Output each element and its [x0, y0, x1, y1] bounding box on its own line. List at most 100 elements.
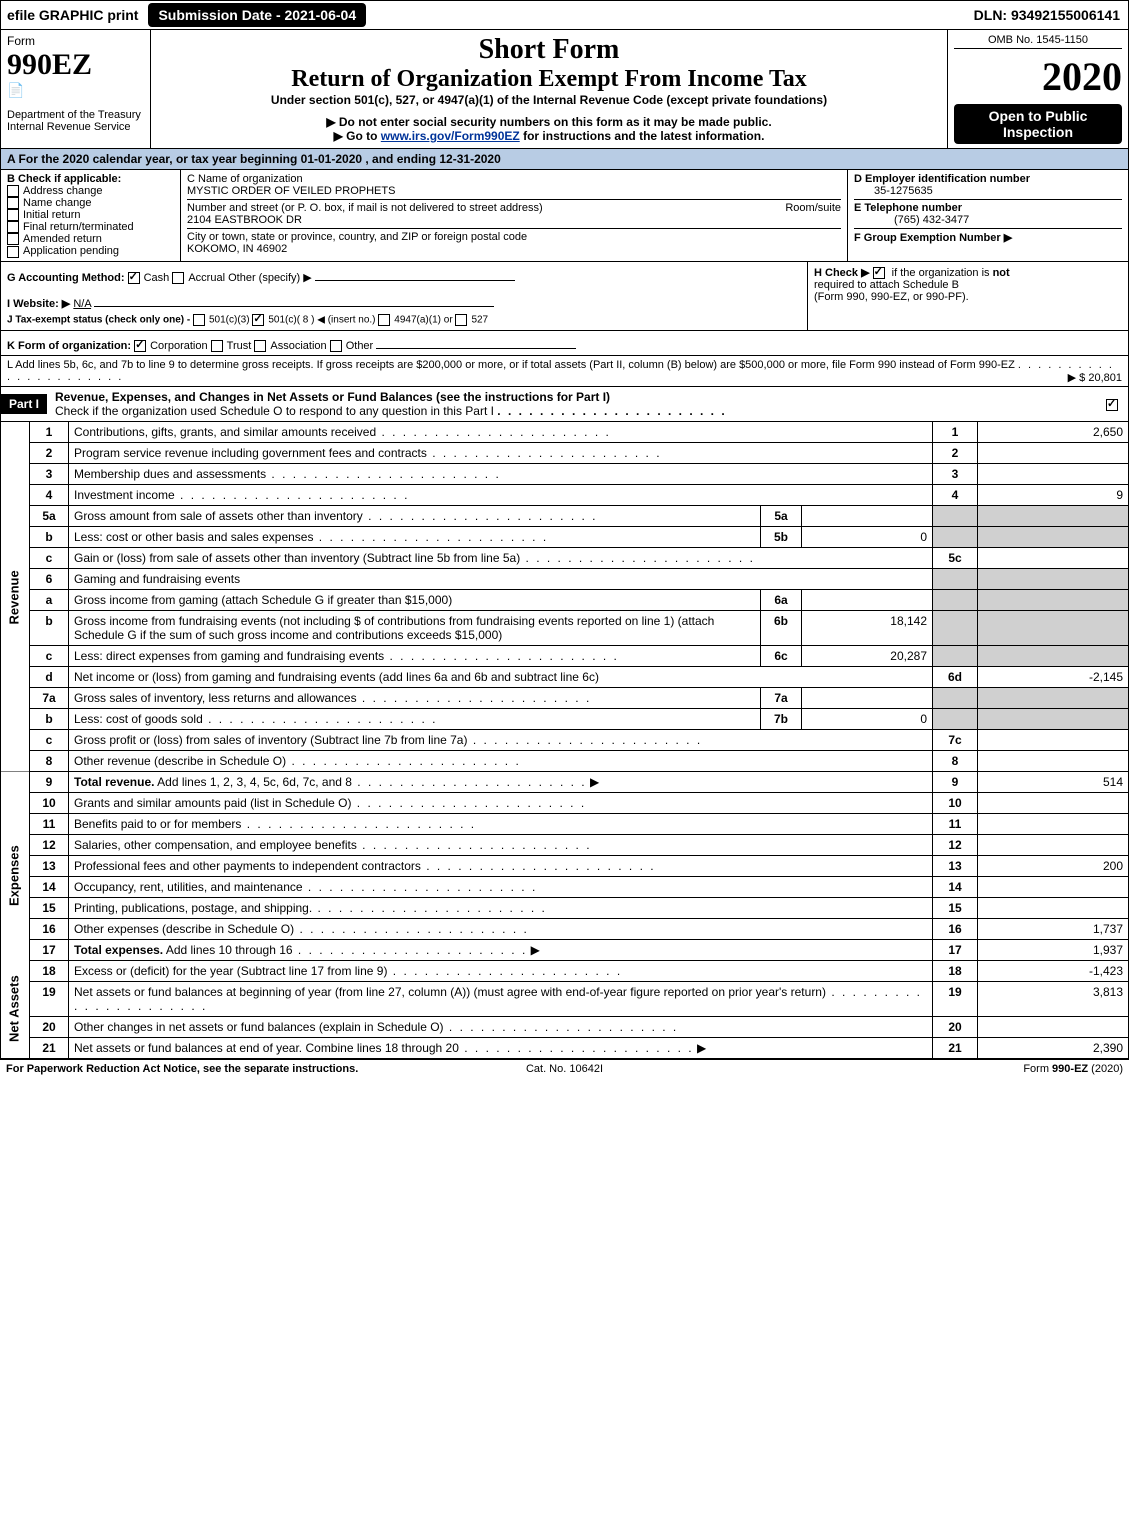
side-revenue: Revenue: [1, 422, 30, 772]
chk-schedule-b[interactable]: [873, 267, 885, 279]
org-name-label: C Name of organization: [187, 173, 303, 185]
sub-num: 7a: [761, 687, 802, 708]
sub-num: 6b: [761, 610, 802, 645]
table-row: Expenses 10 Grants and similar amounts p…: [1, 792, 1129, 813]
line-num: 10: [30, 792, 69, 813]
line-rnum: 9: [933, 771, 978, 792]
line-num: 12: [30, 834, 69, 855]
l-amount: ▶ $ 20,801: [1068, 371, 1122, 384]
sub-num: 6c: [761, 645, 802, 666]
section-g-i-j: G Accounting Method: Cash Accrual Other …: [1, 262, 808, 330]
chk-trust[interactable]: [211, 340, 223, 352]
line-value: [978, 547, 1129, 568]
line-value: [978, 876, 1129, 897]
line-rnum: 5c: [933, 547, 978, 568]
chk-cash[interactable]: [128, 272, 140, 284]
other-org-input[interactable]: [376, 334, 576, 349]
chk-other-org[interactable]: [330, 340, 342, 352]
ein-label: D Employer identification number: [854, 173, 1030, 185]
form-word: Form: [7, 34, 144, 48]
part-1-tag: Part I: [1, 394, 47, 414]
chk-initial-return[interactable]: [7, 209, 19, 221]
line-rnum: 11: [933, 813, 978, 834]
line-desc: Other expenses (describe in Schedule O): [74, 922, 294, 936]
table-row: Net Assets 18 Excess or (deficit) for th…: [1, 960, 1129, 981]
line-num: 21: [30, 1037, 69, 1058]
line-num: 15: [30, 897, 69, 918]
table-row: c Gain or (loss) from sale of assets oth…: [1, 547, 1129, 568]
chk-501c[interactable]: [252, 314, 264, 326]
chk-final-return[interactable]: [7, 221, 19, 233]
form-number: 990EZ: [7, 48, 144, 82]
line-rnum: 14: [933, 876, 978, 897]
room-label: Room/suite: [785, 202, 841, 214]
total-revenue-bold: Total revenue.: [74, 775, 154, 789]
chk-address-change[interactable]: [7, 185, 19, 197]
chk-application-pending[interactable]: [7, 246, 19, 258]
part-1-title: Revenue, Expenses, and Changes in Net As…: [55, 387, 1100, 421]
chk-corporation[interactable]: [134, 340, 146, 352]
line-desc: Program service revenue including govern…: [74, 446, 427, 460]
lbl-address-change: Address change: [23, 185, 103, 197]
line-num: a: [30, 589, 69, 610]
table-row: 12 Salaries, other compensation, and emp…: [1, 834, 1129, 855]
line-value: [978, 834, 1129, 855]
line-desc: Gross income from fundraising events (no…: [74, 614, 714, 642]
line-rnum: 21: [933, 1037, 978, 1058]
line-num: 6: [30, 568, 69, 589]
sub-val: [802, 505, 933, 526]
ein-value: 35-1275635: [854, 185, 933, 197]
chk-527[interactable]: [455, 314, 467, 326]
part-1-check-line: Check if the organization used Schedule …: [55, 404, 494, 418]
sub-num: 5b: [761, 526, 802, 547]
lbl-501c3: 501(c)(3): [209, 314, 250, 325]
lbl-accrual: Accrual: [188, 272, 225, 284]
line-desc: Less: direct expenses from gaming and fu…: [74, 649, 384, 663]
line-rnum: 17: [933, 939, 978, 960]
part-1-title-text: Revenue, Expenses, and Changes in Net As…: [55, 390, 610, 404]
lbl-other-method: Other (specify) ▶: [228, 272, 312, 284]
line-desc: Other revenue (describe in Schedule O): [74, 754, 286, 768]
chk-amended-return[interactable]: [7, 233, 19, 245]
h-text-notreq: if the organization is not: [892, 267, 1010, 279]
table-row: 19 Net assets or fund balances at beginn…: [1, 981, 1129, 1016]
table-row: 3 Membership dues and assessments 3: [1, 463, 1129, 484]
goto-link[interactable]: ▶ Go to www.irs.gov/Form990EZ for instru…: [157, 129, 941, 143]
lbl-corporation: Corporation: [150, 340, 207, 352]
line-value: 9: [978, 484, 1129, 505]
line-value: 1,737: [978, 918, 1129, 939]
line-desc: Occupancy, rent, utilities, and maintena…: [74, 880, 303, 894]
line-rnum: 20: [933, 1016, 978, 1037]
chk-schedule-o-used[interactable]: [1106, 399, 1118, 411]
chk-association[interactable]: [254, 340, 266, 352]
line-value: [978, 442, 1129, 463]
chk-accrual[interactable]: [172, 272, 184, 284]
line-desc: Salaries, other compensation, and employ…: [74, 838, 357, 852]
city-value: KOKOMO, IN 46902: [187, 243, 287, 255]
shaded-cell: [933, 708, 978, 729]
line-desc: Net income or (loss) from gaming and fun…: [74, 670, 599, 684]
line-num: 5a: [30, 505, 69, 526]
line-num: c: [30, 547, 69, 568]
sub-val: 0: [802, 708, 933, 729]
open-to-public-badge: Open to Public Inspection: [954, 104, 1122, 144]
line-num: 2: [30, 442, 69, 463]
line-num: 7a: [30, 687, 69, 708]
line-desc: Benefits paid to or for members: [74, 817, 241, 831]
line-num: 8: [30, 750, 69, 771]
chk-501c3[interactable]: [193, 314, 205, 326]
other-method-input[interactable]: [315, 266, 515, 281]
line-value: [978, 750, 1129, 771]
lbl-527: 527: [471, 314, 488, 325]
city-label: City or town, state or province, country…: [187, 231, 527, 243]
chk-4947[interactable]: [378, 314, 390, 326]
line-desc: Other changes in net assets or fund bala…: [74, 1020, 444, 1034]
header-right: OMB No. 1545-1150 2020 Open to Public In…: [948, 30, 1128, 148]
table-row: d Net income or (loss) from gaming and f…: [1, 666, 1129, 687]
shaded-cell: [933, 687, 978, 708]
section-b: B Check if applicable: Address change Na…: [1, 170, 181, 261]
chk-name-change[interactable]: [7, 197, 19, 209]
line-num: b: [30, 526, 69, 547]
website-value: N/A: [73, 298, 91, 310]
street-value: 2104 EASTBROOK DR: [187, 214, 302, 226]
